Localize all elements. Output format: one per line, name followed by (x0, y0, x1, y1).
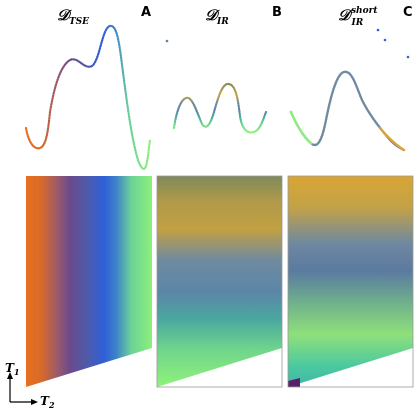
panel-a-header: A 𝒟TSE (57, 5, 151, 27)
panel-b-letter: B (272, 5, 282, 20)
panel-c-corner-patch (288, 378, 300, 387)
panel-c-outlier-point-3 (406, 55, 410, 59)
panel-b-map (156, 175, 283, 388)
panel-b-title: 𝒟IR (205, 6, 229, 27)
panel-a-title: 𝒟TSE (57, 6, 89, 27)
panel-c-header: C 𝒟short IR (338, 5, 413, 28)
panel-c-outlier-point-1 (376, 28, 380, 32)
panel-c-outlier-point-2 (383, 38, 387, 42)
axis-indicator: T1 T2 (5, 361, 55, 408)
x-axis-label: T2 (40, 394, 55, 408)
y-axis-label: T1 (5, 361, 20, 377)
y-axis-arrow-head (7, 372, 13, 379)
panel-b-curve (165, 39, 268, 134)
panel-b-header: B 𝒟IR (205, 5, 282, 27)
panel-a-letter: A (141, 5, 151, 20)
panel-c-curve (289, 28, 410, 152)
panel-a-curve (24, 24, 152, 170)
x-axis-arrow-head (31, 399, 38, 405)
panel-c-map (287, 175, 414, 388)
panel-b-outlier-point (165, 39, 169, 43)
panel-c-title: 𝒟short IR (338, 6, 378, 28)
panel-c-letter: C (403, 5, 413, 20)
panel-a-map (26, 176, 152, 387)
